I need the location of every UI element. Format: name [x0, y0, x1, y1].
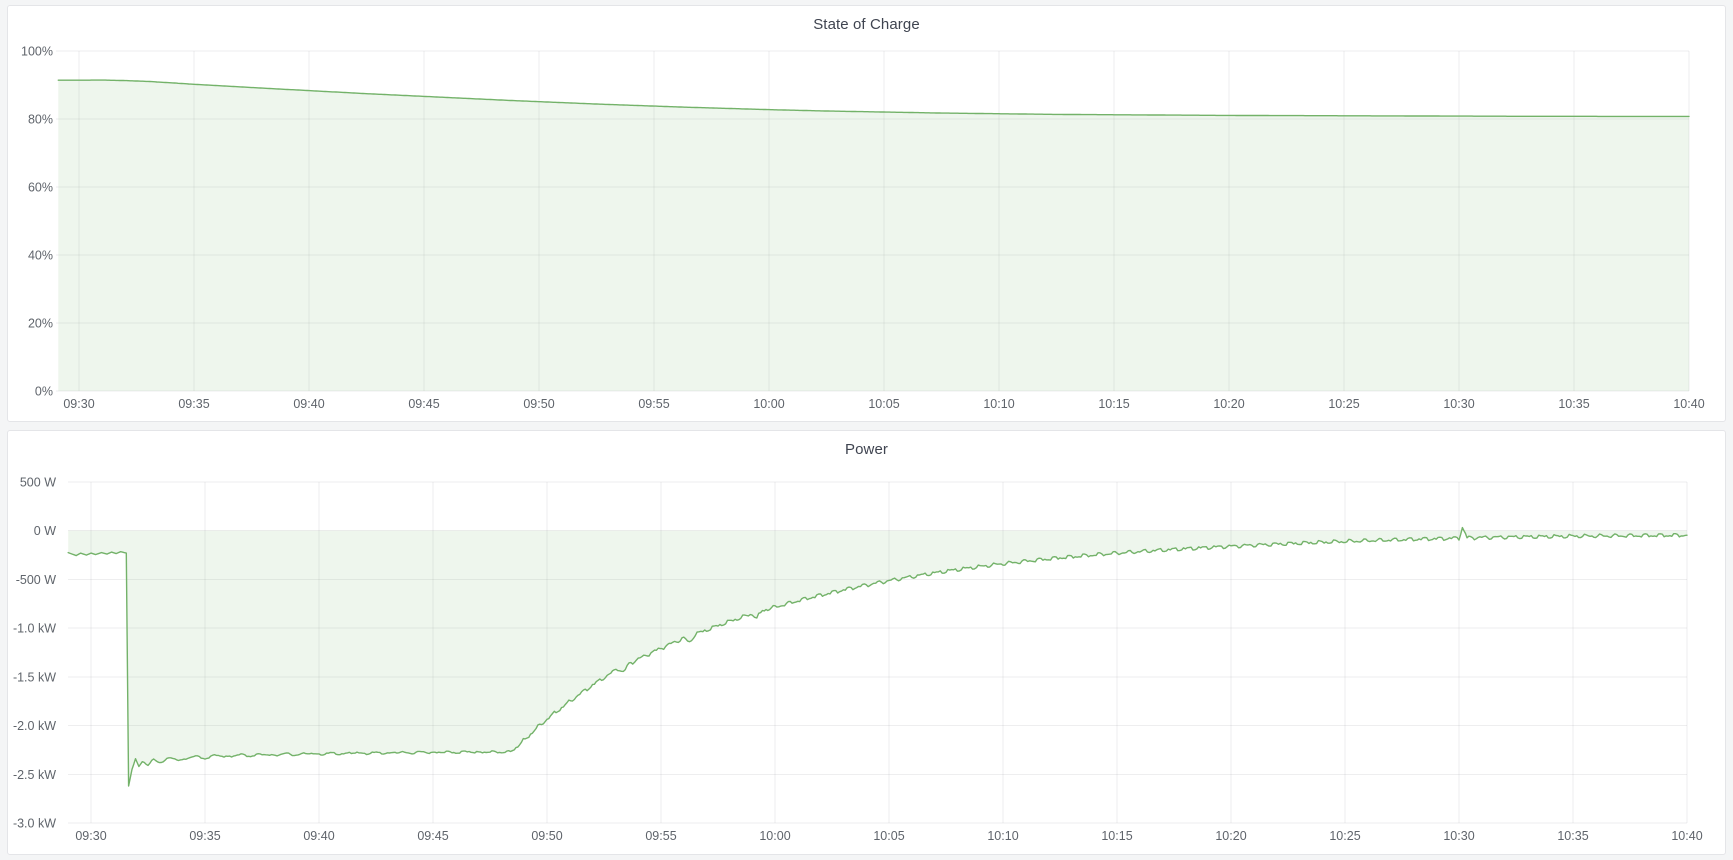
x-tick-label: 09:40 [293, 397, 324, 411]
y-tick-label: 20% [28, 317, 53, 331]
x-tick-label: 10:30 [1443, 829, 1474, 843]
y-tick-label: -1.5 kW [13, 670, 56, 684]
x-tick-label: 09:40 [303, 829, 334, 843]
y-tick-label: 40% [28, 249, 53, 263]
x-tick-label: 10:40 [1673, 397, 1704, 411]
y-tick-label: -2.0 kW [13, 719, 56, 733]
grid [68, 481, 1688, 824]
state-of-charge-chart-canvas[interactable]: 100%80%60%40%20%0%09:30 09:35 09:40 09:45 09… [8, 6, 1725, 421]
panel-title-power[interactable]: Power [844, 441, 889, 458]
series-area-fill [58, 80, 1689, 391]
x-tick-label: 10:00 [759, 829, 790, 843]
x-tick-label: 10:05 [873, 829, 904, 843]
x-tick-label: 10:20 [1215, 829, 1246, 843]
y-tick-label: 500 W [20, 476, 56, 490]
series-line [57, 79, 1690, 118]
y-tick-label: 0% [35, 385, 53, 399]
x-tick-label: 10:25 [1328, 397, 1359, 411]
x-tick-label: 10:10 [987, 829, 1018, 843]
x-tick-label: 10:00 [753, 397, 784, 411]
panel-power: Power 500 W 0 W -500 W -1.0 kW -1.5 kW -2.0 k… [7, 430, 1726, 855]
y-tick-label: -2.5 kW [13, 768, 56, 782]
x-tick-label: 10:10 [983, 397, 1014, 411]
x-tick-label: 09:55 [645, 829, 676, 843]
x-tick-label: 09:45 [417, 829, 448, 843]
x-tick-label: 09:50 [531, 829, 562, 843]
panel-state-of-charge: State of Charge 100% 80% 60% 40% 20% 0% 09:30 0… [7, 5, 1726, 422]
grid [56, 50, 1690, 392]
y-tick-label: -1.0 kW [13, 622, 56, 636]
x-tick-label: 09:50 [523, 397, 554, 411]
y-tick-label: 60% [28, 181, 53, 195]
x-tick-label: 10:05 [868, 397, 899, 411]
x-tick-label: 09:55 [638, 397, 669, 411]
x-axis-labels: 09:30 09:35 09:40 09:45 09:50 09:55 10:00 10:05… [75, 829, 1702, 843]
x-tick-label: 09:30 [63, 397, 94, 411]
x-tick-label: 09:35 [189, 829, 220, 843]
x-tick-label: 10:20 [1213, 397, 1244, 411]
y-axis-labels: 100% 80% 60% 40% 20% 0% [21, 45, 53, 399]
x-tick-label: 10:35 [1557, 829, 1588, 843]
x-tick-label: 09:30 [75, 829, 106, 843]
y-tick-label: -500 W [16, 573, 56, 587]
x-tick-label: 10:15 [1101, 829, 1132, 843]
y-tick-label: 80% [28, 113, 53, 127]
y-tick-label: 100% [21, 45, 53, 59]
power-chart-canvas[interactable]: 500 W 0 W -500 W -1.0 kW -1.5 kW -2.0 kW -2.5 … [8, 431, 1725, 854]
x-axis-labels: 09:30 09:35 09:40 09:45 09:50 09:55 10:00 10:05… [63, 397, 1704, 411]
x-tick-label: 09:45 [408, 397, 439, 411]
y-tick-label: 0 W [34, 524, 56, 538]
x-tick-label: 10:15 [1098, 397, 1129, 411]
y-tick-label: -3.0 kW [13, 817, 56, 831]
x-tick-label: 10:35 [1558, 397, 1589, 411]
x-tick-label: 10:30 [1443, 397, 1474, 411]
series-line [67, 526, 1688, 787]
series-area-fill [68, 527, 1688, 786]
x-tick-label: 10:25 [1329, 829, 1360, 843]
x-tick-label: 10:40 [1671, 829, 1702, 843]
panel-title-state-of-charge[interactable]: State of Charge [813, 16, 920, 33]
x-tick-label: 09:35 [178, 397, 209, 411]
y-axis-labels: 500 W 0 W -500 W -1.0 kW -1.5 kW -2.0 kW -2.5 … [13, 476, 56, 831]
